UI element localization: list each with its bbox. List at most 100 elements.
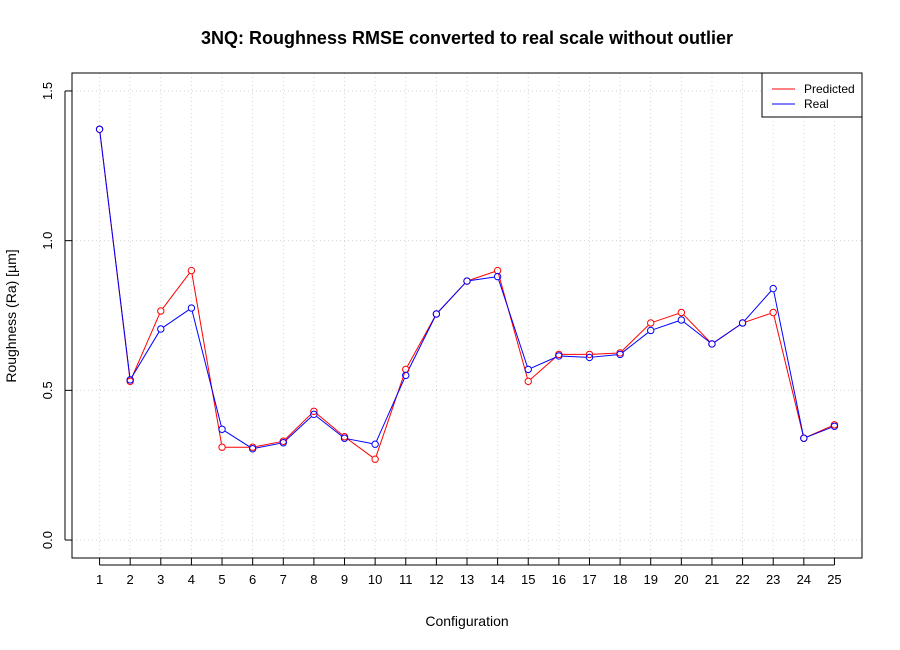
real-point bbox=[647, 326, 655, 335]
legend-box bbox=[761, 72, 863, 118]
x-tick-label: 24 bbox=[797, 572, 811, 587]
real-line-segment bbox=[470, 276, 495, 282]
real-line-segment bbox=[99, 132, 131, 377]
predicted-line-segment bbox=[316, 413, 343, 435]
real-point bbox=[248, 445, 257, 453]
real-line-segment bbox=[406, 317, 436, 373]
predicted-line-segment bbox=[530, 356, 557, 380]
predicted-point bbox=[371, 455, 379, 463]
predicted-point bbox=[218, 443, 226, 451]
predicted-line-segment bbox=[131, 314, 160, 379]
real-line-segment bbox=[562, 355, 586, 358]
legend: Predicted Real bbox=[761, 72, 863, 118]
real-line-segment bbox=[683, 321, 710, 343]
real-line-segment bbox=[653, 320, 679, 330]
x-tick-label: 23 bbox=[766, 572, 780, 587]
real-line-segment bbox=[224, 430, 250, 448]
grid bbox=[72, 73, 862, 558]
x-tick-label: 2 bbox=[127, 572, 134, 587]
predicted-line-segment bbox=[407, 316, 436, 367]
predicted-point bbox=[524, 377, 532, 386]
y-tick-label: 1.0 bbox=[40, 232, 55, 250]
real-point bbox=[402, 371, 410, 380]
real-point bbox=[524, 365, 532, 374]
predicted-line-segment bbox=[498, 273, 528, 379]
real-point bbox=[585, 353, 594, 362]
chart-title: 3NQ: Roughness RMSE converted to real sc… bbox=[201, 28, 733, 48]
real-point bbox=[187, 304, 196, 312]
x-tick-label: 19 bbox=[643, 572, 657, 587]
predicted-line-segment bbox=[470, 271, 495, 281]
real-line-segment bbox=[163, 309, 189, 328]
predicted-line-segment bbox=[745, 313, 770, 323]
x-tick-label: 3 bbox=[157, 572, 164, 587]
x-tick-label: 5 bbox=[218, 572, 225, 587]
real-point bbox=[432, 310, 441, 318]
real-point bbox=[493, 272, 502, 281]
x-tick-label: 6 bbox=[249, 572, 256, 587]
predicted-line-segment bbox=[256, 441, 280, 448]
predicted-point bbox=[677, 308, 686, 317]
x-tick-label: 17 bbox=[582, 572, 596, 587]
predicted-line-segment bbox=[653, 313, 679, 323]
real-point bbox=[340, 434, 349, 442]
x-tick-label: 16 bbox=[552, 572, 566, 587]
x-tick-label: 14 bbox=[490, 572, 504, 587]
x-tick-label: 11 bbox=[399, 572, 413, 587]
real-line-segment bbox=[347, 438, 372, 445]
predicted-point bbox=[157, 307, 165, 315]
real-point bbox=[371, 440, 379, 448]
x-tick-label: 8 bbox=[310, 572, 317, 587]
real-point bbox=[800, 434, 808, 442]
series-lines bbox=[99, 132, 832, 458]
legend-predicted-label: Predicted bbox=[804, 82, 855, 96]
real-point bbox=[157, 325, 165, 333]
real-point bbox=[279, 439, 287, 447]
x-tick-label: 1 bbox=[96, 572, 103, 587]
real-line-segment bbox=[438, 283, 465, 312]
real-point bbox=[310, 410, 318, 418]
real-line-segment bbox=[531, 356, 556, 369]
predicted-point bbox=[585, 350, 594, 359]
x-tick-label: 25 bbox=[827, 572, 841, 587]
real-point bbox=[555, 352, 563, 360]
predicted-line-segment bbox=[347, 438, 373, 458]
real-point bbox=[830, 422, 839, 430]
real-line-segment bbox=[285, 416, 312, 441]
series-points bbox=[95, 125, 839, 463]
x-axis: 1 2 3 4 5 6 7 8 9 10 11 12 13 14 15 16 17 18 19 20 21 22 23 24 2… bbox=[96, 558, 842, 587]
real-line-segment bbox=[622, 332, 649, 353]
predicted-line-segment bbox=[593, 352, 617, 355]
real-line-segment bbox=[773, 291, 804, 435]
real-line-segment bbox=[376, 378, 405, 442]
x-tick-label: 20 bbox=[674, 572, 688, 587]
y-tick-label: 0.0 bbox=[40, 531, 55, 549]
predicted-point bbox=[310, 407, 318, 416]
real-point bbox=[126, 376, 134, 384]
real-point bbox=[738, 319, 747, 327]
x-tick-label: 7 bbox=[280, 572, 287, 587]
real-line-segment bbox=[744, 290, 772, 321]
real-line-segment bbox=[714, 324, 740, 343]
x-tick-label: 10 bbox=[368, 572, 382, 587]
real-line-segment bbox=[316, 416, 342, 437]
x-tick-label: 21 bbox=[705, 572, 719, 587]
x-tick-label: 13 bbox=[460, 572, 474, 587]
x-axis-label: Configuration bbox=[425, 613, 508, 629]
real-point bbox=[677, 316, 686, 324]
predicted-line-segment bbox=[375, 372, 406, 456]
real-point bbox=[616, 350, 624, 359]
real-line-segment bbox=[256, 442, 280, 449]
predicted-line-segment bbox=[285, 413, 312, 440]
predicted-line-segment bbox=[683, 314, 710, 342]
y-tick-label: 1.5 bbox=[40, 82, 55, 100]
x-tick-label: 15 bbox=[521, 572, 535, 587]
real-line-segment bbox=[806, 427, 832, 438]
predicted-line-segment bbox=[622, 325, 649, 351]
real-point bbox=[95, 125, 104, 133]
predicted-line-segment bbox=[191, 274, 222, 444]
real-point bbox=[769, 284, 777, 293]
real-line-segment bbox=[191, 311, 222, 426]
